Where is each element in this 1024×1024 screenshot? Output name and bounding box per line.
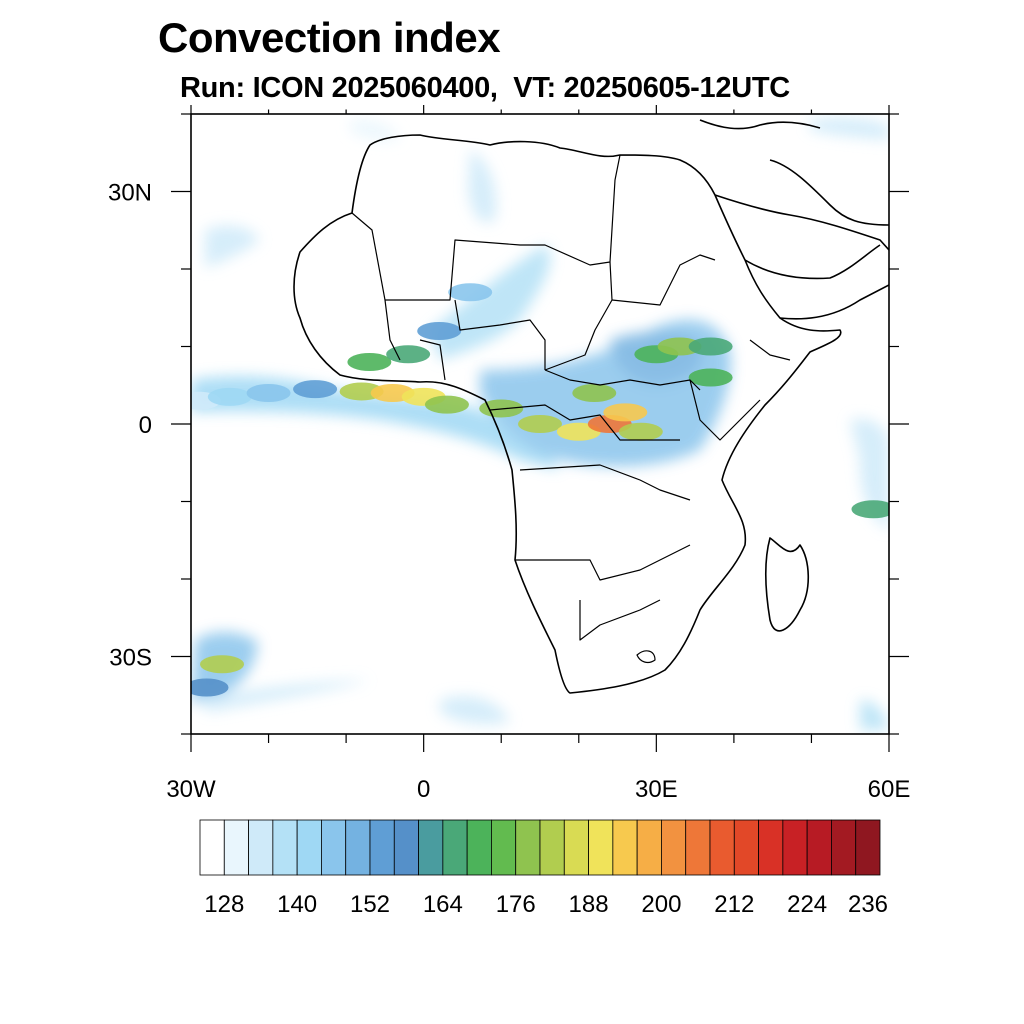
axis-tick-labels: 30W 0 30E 60E 30N 0 30S [108, 180, 910, 804]
colorbar-labels: 128 140 152 164 176 188 200 212 224 236 [204, 891, 888, 918]
axis-ticks [171, 105, 909, 752]
colorbar-box [806, 819, 832, 876]
coastline-layer [293, 119, 889, 694]
colorbar-box [369, 819, 395, 876]
convection-cell [688, 368, 733, 387]
colorbar-box [393, 819, 419, 876]
colorbar-box [709, 819, 735, 876]
convection-field [191, 117, 889, 730]
convection-cell [417, 322, 462, 340]
colorbar-box [248, 819, 274, 876]
convection-cell [688, 337, 733, 356]
colorbar-label: 152 [350, 891, 390, 918]
x-tick-label: 30E [635, 776, 678, 803]
colorbar-box [758, 819, 784, 876]
convection-cell [191, 678, 229, 697]
colorbar-box [685, 819, 711, 876]
convection-cell [200, 655, 245, 674]
convection-cell [851, 500, 889, 519]
colorbar-box [782, 819, 808, 876]
y-tick-label: 30N [108, 180, 152, 207]
colorbar-box [199, 819, 225, 876]
colorbar-box [563, 819, 589, 876]
colorbar-box [296, 819, 322, 876]
colorbar-label: 236 [848, 891, 888, 918]
x-tick-label: 30W [166, 776, 216, 803]
convection-cell [518, 415, 562, 433]
colorbar-box [491, 819, 517, 876]
y-tick-label: 30S [109, 645, 152, 672]
colorbar-box [442, 819, 468, 876]
convection-cell [347, 353, 392, 371]
colorbar-box [223, 819, 249, 876]
colorbar-label: 200 [641, 891, 681, 918]
colorbar-box [661, 819, 687, 876]
colorbar-box [321, 819, 347, 876]
colorbar-box [272, 819, 298, 876]
convection-cell [618, 422, 663, 441]
convection-cell [424, 395, 469, 414]
colorbar-label: 140 [277, 891, 317, 918]
chart-title: Convection index [158, 14, 501, 61]
convection-cell [207, 387, 252, 406]
convection-cell [293, 380, 338, 399]
y-tick-label: 0 [139, 412, 152, 439]
colorbar-box [539, 819, 565, 876]
colorbar-box [588, 819, 614, 876]
colorbar-box [831, 819, 857, 876]
colorbar-label: 224 [787, 891, 827, 918]
colorbar-label: 176 [496, 891, 536, 918]
convection-cell [386, 345, 431, 364]
convection-cell [603, 403, 648, 422]
colorbar-box [418, 819, 444, 876]
colorbar-label: 212 [714, 891, 754, 918]
convection-cell [448, 283, 493, 302]
colorbar-label: 164 [423, 891, 463, 918]
convection-cell [657, 337, 702, 356]
x-tick-label: 0 [417, 776, 430, 803]
colorbar-box [733, 819, 759, 876]
colorbar-box [636, 819, 662, 876]
colorbar-box [855, 819, 881, 876]
colorbar-box [515, 819, 541, 876]
x-tick-label: 60E [868, 776, 911, 803]
colorbar-box [345, 819, 371, 876]
colorbar-box [466, 819, 492, 876]
chart-subtitle: Run: ICON 2025060400, VT: 20250605-12UTC [180, 72, 790, 104]
colorbar-label: 128 [204, 891, 244, 918]
colorbar-box [612, 819, 638, 876]
colorbar [199, 819, 881, 876]
convection-cell [246, 384, 291, 402]
convection-cell [572, 384, 617, 402]
colorbar-label: 188 [569, 891, 609, 918]
